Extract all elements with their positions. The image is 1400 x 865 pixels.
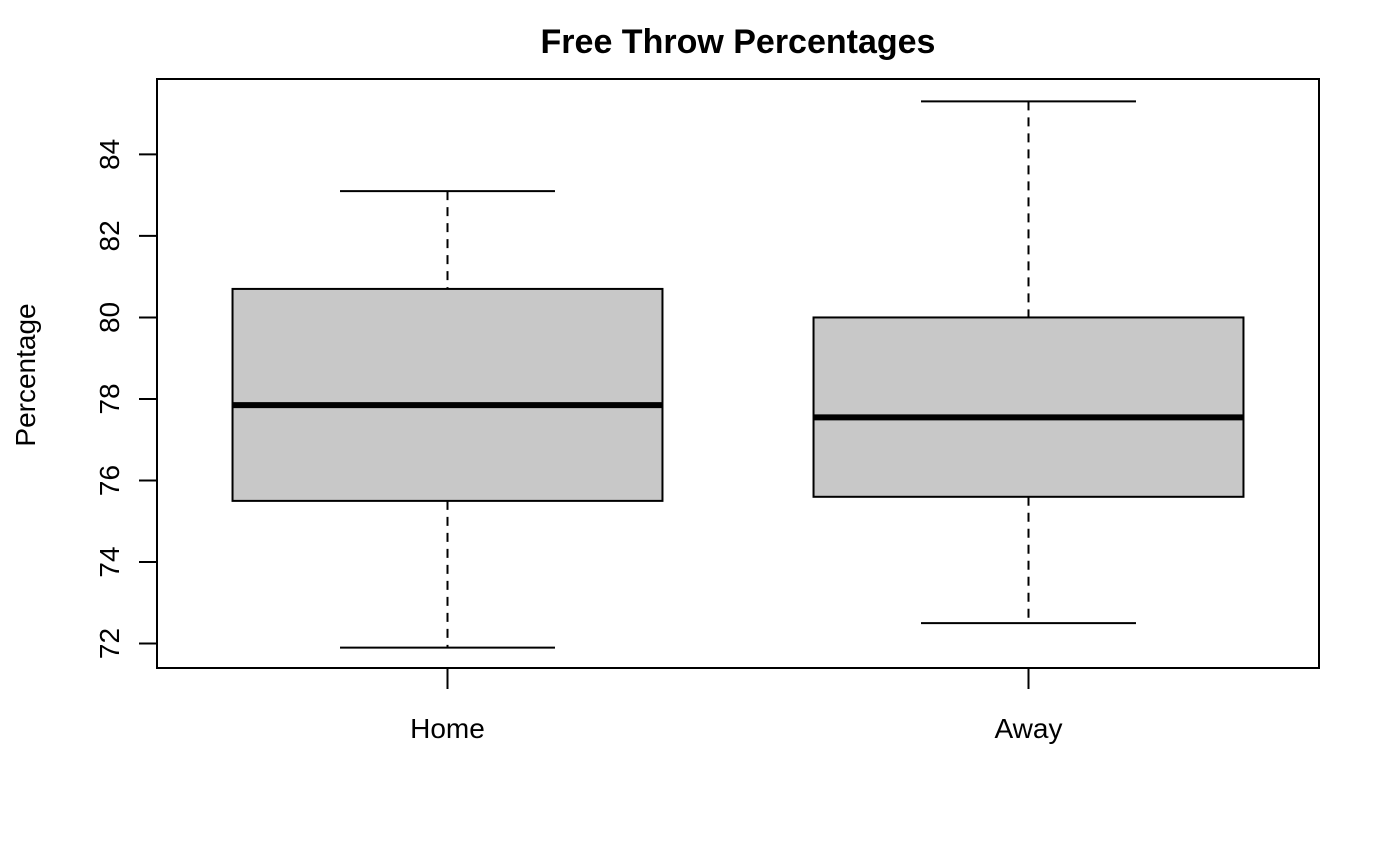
y-tick-label: 74	[94, 546, 125, 577]
x-tick-label-home: Home	[410, 713, 485, 744]
y-axis-label: Percentage	[10, 303, 41, 446]
y-tick-label: 80	[94, 302, 125, 333]
chart-title: Free Throw Percentages	[541, 23, 936, 61]
iqr-box-home	[231, 287, 664, 502]
box-away	[812, 100, 1245, 625]
y-tick-label: 72	[94, 628, 125, 659]
x-axis: Home Away	[410, 668, 1062, 744]
y-tick-label: 78	[94, 383, 125, 414]
box-home	[231, 190, 664, 649]
y-tick-label: 76	[94, 465, 125, 496]
iqr-box-away	[812, 316, 1245, 498]
y-tick-label: 82	[94, 220, 125, 251]
y-tick-label: 84	[94, 139, 125, 170]
y-axis: 72 74 76 78 80 82 84	[94, 139, 158, 659]
x-tick-label-away: Away	[995, 713, 1063, 744]
box-group	[231, 100, 1245, 649]
